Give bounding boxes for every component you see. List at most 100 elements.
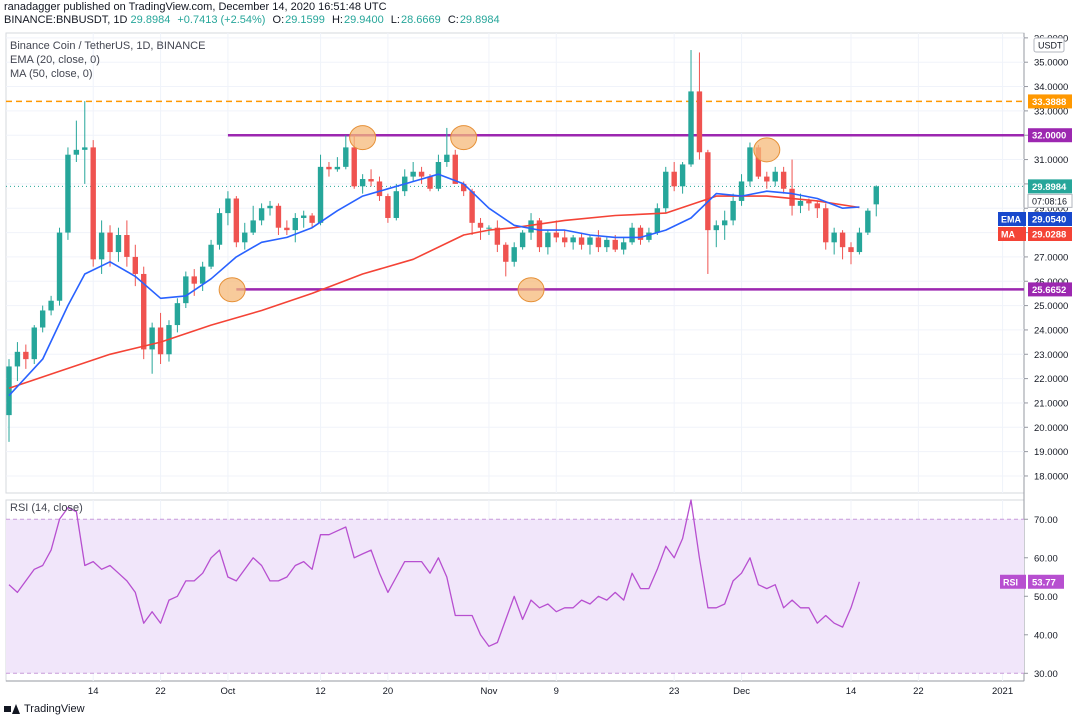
candle-down xyxy=(326,166,332,170)
candle-down xyxy=(671,171,677,187)
candle-up xyxy=(587,237,593,245)
candle-down xyxy=(107,232,113,253)
candle-up xyxy=(620,242,627,250)
candle-up xyxy=(56,232,63,301)
candle-down xyxy=(578,237,585,245)
level-price-tag xyxy=(1028,128,1072,143)
time-tick-label: 14 xyxy=(846,686,857,697)
level-price-tag xyxy=(1028,282,1072,297)
candle-up xyxy=(258,208,265,221)
ema-20-line xyxy=(8,173,860,397)
level-price-tag xyxy=(1028,94,1072,109)
candle-up xyxy=(183,276,189,304)
candle-down xyxy=(469,191,475,223)
close-value: 29.8984 xyxy=(459,14,500,26)
candle-up xyxy=(738,181,745,201)
candle-down xyxy=(124,235,130,257)
candle-down xyxy=(705,152,711,231)
ema-tag xyxy=(1028,212,1072,226)
candle-down xyxy=(191,276,197,284)
price-tick-label: 22.0000 xyxy=(1034,374,1068,385)
highlight-marker xyxy=(218,277,246,303)
ema-value: 29.0540 xyxy=(1032,215,1066,226)
candle-down xyxy=(814,203,821,209)
close-label: C: xyxy=(447,14,459,26)
candle-down xyxy=(427,176,433,189)
open-value: 29.1599 xyxy=(285,14,325,26)
time-tick-label: 22 xyxy=(913,686,924,697)
candle-up xyxy=(865,210,871,233)
candle-down xyxy=(284,227,290,231)
candle-up xyxy=(797,200,804,206)
candle-down xyxy=(233,198,240,243)
candle-down xyxy=(141,273,147,350)
price-tick-label: 20.0000 xyxy=(1034,423,1068,434)
rsi-tick-label: 50.00 xyxy=(1034,592,1058,603)
price-tick-label: 35.0000 xyxy=(1034,58,1068,69)
candle-down xyxy=(562,237,568,243)
candle-down xyxy=(132,256,138,274)
tradingview-footer[interactable]: TradingView xyxy=(4,703,85,715)
rsi-tick-label: 60.00 xyxy=(1034,553,1058,564)
tradingview-logo-icon xyxy=(4,704,20,714)
highlight-marker xyxy=(753,137,781,163)
candle-up xyxy=(444,154,450,162)
price-tick-label: 27.0000 xyxy=(1034,252,1068,263)
ma-legend: MA (50, close, 0) xyxy=(10,68,93,80)
candle-down xyxy=(823,208,829,243)
candle-down xyxy=(637,227,644,240)
unit-box xyxy=(1033,37,1065,53)
candle-up xyxy=(31,327,37,360)
candle-up xyxy=(873,186,879,205)
candle-down xyxy=(385,196,391,218)
ema-name-tag xyxy=(998,212,1026,226)
time-tick-label: Oct xyxy=(221,686,236,697)
rsi-line xyxy=(8,499,861,647)
symbol-label: BINANCE:BNBUSDT, 1D xyxy=(4,14,128,26)
candle-up xyxy=(343,147,349,167)
candle-up xyxy=(663,171,669,209)
rsi-value: 53.77 xyxy=(1032,577,1056,588)
candle-up xyxy=(604,239,610,248)
rsi-legend: RSI (14, close) xyxy=(10,502,83,514)
candle-down xyxy=(460,183,467,192)
ma-tag xyxy=(1028,227,1072,241)
candle-up xyxy=(208,244,214,267)
ohlc-readout: BINANCE:BNBUSDT, 1D 29.8984 +0.7413 (+2.… xyxy=(4,14,504,26)
high-label: H: xyxy=(331,14,343,26)
price-tick-label: 26.0000 xyxy=(1034,277,1068,288)
candle-down xyxy=(275,205,282,228)
candle-down xyxy=(503,244,509,262)
candle-up xyxy=(528,220,534,233)
last-price-value: 29.8984 xyxy=(130,14,171,26)
time-tick-label: 14 xyxy=(88,686,99,697)
time-tick-label: Nov xyxy=(480,686,497,697)
time-tick-label: Dec xyxy=(733,686,750,697)
price-tick-label: 29.0000 xyxy=(1034,204,1068,215)
candle-up xyxy=(292,217,298,231)
high-value: 29.9400 xyxy=(343,14,384,26)
candle-up xyxy=(570,237,576,243)
level-price-label: 25.6652 xyxy=(1032,285,1066,296)
candle-down xyxy=(536,220,543,248)
rsi-name-tag xyxy=(1000,574,1026,589)
last-price-value: 29.8984 xyxy=(1032,182,1067,193)
candle-up xyxy=(856,232,863,253)
highlight-marker xyxy=(450,125,478,151)
candle-up xyxy=(511,247,517,262)
candle-up xyxy=(410,171,416,177)
candle-up xyxy=(730,200,736,221)
highlight-marker xyxy=(349,125,377,151)
candle-up xyxy=(519,232,526,248)
candle-up xyxy=(393,191,400,218)
time-tick-label: 23 xyxy=(669,686,680,697)
candle-down xyxy=(764,176,770,182)
ema-legend: EMA (20, close, 0) xyxy=(10,54,100,66)
candle-up xyxy=(98,232,105,260)
price-tick-label: 34.0000 xyxy=(1034,82,1068,93)
candle-down xyxy=(309,215,315,223)
rsi-name: RSI xyxy=(1003,577,1018,587)
candle-up xyxy=(772,171,778,182)
candle-up xyxy=(115,235,122,253)
